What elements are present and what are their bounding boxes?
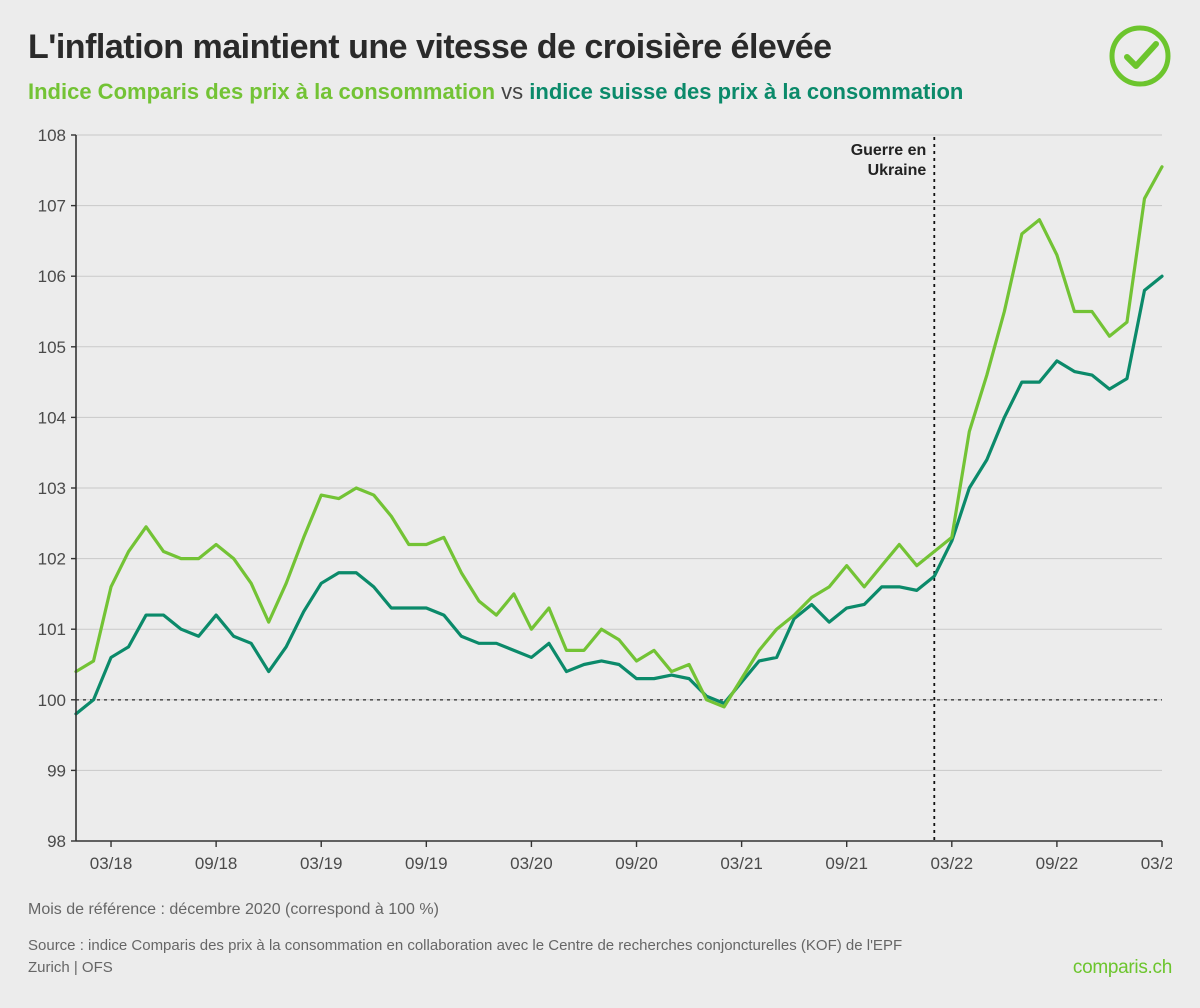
series-comparis xyxy=(76,166,1162,706)
annotation-label: Guerre en xyxy=(851,142,927,159)
x-tick-label: 09/19 xyxy=(405,854,448,873)
y-tick-label: 101 xyxy=(38,620,66,639)
line-chart-svg: 98 99 100 101 102 103 104 105 106 107 108 03/18 09/1… xyxy=(28,125,1172,885)
footer-row: Source : indice Comparis des prix à la c… xyxy=(28,935,1172,979)
y-tick-label: 104 xyxy=(38,408,66,427)
source-citation: Source : indice Comparis des prix à la c… xyxy=(28,935,928,979)
chart-subtitle: Indice Comparis des prix à la consommati… xyxy=(28,77,963,107)
x-tick-label: 03/18 xyxy=(90,854,133,873)
y-tick-label: 103 xyxy=(38,479,66,498)
title-block: L'inflation maintient une vitesse de cro… xyxy=(28,28,963,125)
y-tick-label: 105 xyxy=(38,337,66,356)
chart-area: 98 99 100 101 102 103 104 105 106 107 108 03/18 09/1… xyxy=(28,125,1172,885)
chart-title: L'inflation maintient une vitesse de cro… xyxy=(28,28,963,67)
y-tick-label: 99 xyxy=(47,761,66,780)
x-tick-label: 03/19 xyxy=(300,854,343,873)
x-tick-label: 03/21 xyxy=(720,854,763,873)
header-row: L'inflation maintient une vitesse de cro… xyxy=(28,28,1172,125)
brand-label: comparis.ch xyxy=(1073,957,1172,979)
y-tick-label: 102 xyxy=(38,549,66,568)
x-tick-label: 09/21 xyxy=(825,854,868,873)
x-tick-label: 09/20 xyxy=(615,854,658,873)
y-tick-label: 108 xyxy=(38,126,66,145)
x-tick-label: 03/20 xyxy=(510,854,553,873)
y-tick-label: 100 xyxy=(38,690,66,709)
annotation-label: Ukraine xyxy=(868,162,927,179)
figure-container: L'inflation maintient une vitesse de cro… xyxy=(0,0,1200,1008)
y-tick-label: 98 xyxy=(47,832,66,851)
y-tick-label: 106 xyxy=(38,267,66,286)
x-tick-label: 03/22 xyxy=(931,854,974,873)
x-tick-label: 09/22 xyxy=(1036,854,1079,873)
legend-series-b: indice suisse des prix à la consommation xyxy=(529,79,963,104)
y-tick-label: 107 xyxy=(38,196,66,215)
reference-note: Mois de référence : décembre 2020 (corre… xyxy=(28,899,1172,921)
series-suisse xyxy=(76,276,1162,714)
legend-vs: vs xyxy=(501,79,523,104)
x-tick-label: 03/23 xyxy=(1141,854,1172,873)
legend-series-a: Indice Comparis des prix à la consommati… xyxy=(28,79,495,104)
comparis-logo-icon xyxy=(1108,24,1172,88)
x-tick-label: 09/18 xyxy=(195,854,238,873)
